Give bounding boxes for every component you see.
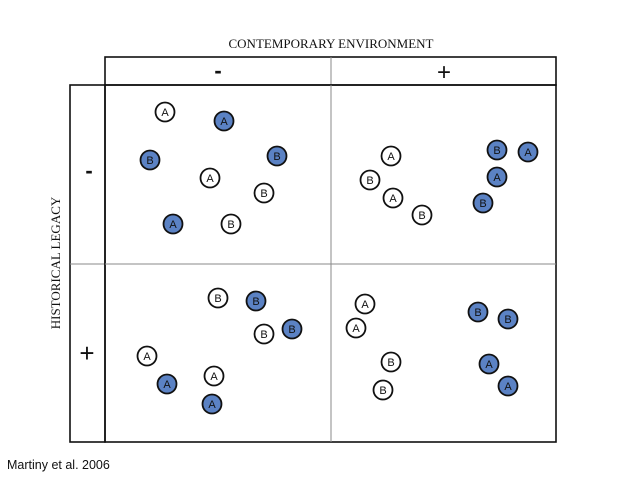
col-plus-symbol: + [437, 59, 451, 86]
circle-a-open: A [382, 187, 404, 209]
quadrant-top-left: A A B B A B A B [139, 101, 288, 235]
circle-a-filled: A [478, 353, 500, 375]
svg-text:B: B [273, 151, 280, 163]
svg-text:B: B [288, 324, 295, 336]
svg-text:A: A [524, 147, 532, 159]
quadrant-bottom-right: A A B B B B A A [345, 293, 519, 401]
row-plus-symbol: + [79, 338, 94, 368]
circle-b-filled: B [467, 301, 489, 323]
svg-text:A: A [169, 219, 177, 231]
svg-text:A: A [206, 173, 214, 185]
svg-text:A: A [210, 371, 218, 383]
circle-b-filled: B [281, 318, 303, 340]
svg-text:A: A [389, 193, 397, 205]
svg-text:A: A [208, 399, 216, 411]
svg-text:B: B [504, 314, 511, 326]
circle-a-open: A [354, 293, 376, 315]
circle-b-open: B [207, 287, 229, 309]
circle-a-open: A [380, 145, 402, 167]
circle-a-filled: A [156, 373, 178, 395]
circle-a-open: A [136, 345, 158, 367]
svg-text:A: A [504, 381, 512, 393]
circle-b-filled: B [497, 308, 519, 330]
circle-b-open: B [372, 379, 394, 401]
svg-text:B: B [379, 385, 386, 397]
circle-a-filled: A [162, 213, 184, 235]
row-minus-symbol: - [85, 158, 92, 183]
side-title: HISTORICAL LEGACY [48, 196, 63, 329]
circle-a-open: A [199, 167, 221, 189]
circle-a-filled: A [486, 166, 508, 188]
svg-text:A: A [161, 107, 169, 119]
header-title: CONTEMPORARY ENVIRONMENT [229, 36, 434, 51]
svg-text:B: B [260, 329, 267, 341]
circle-a-open: A [154, 101, 176, 123]
circle-b-open: B [411, 204, 433, 226]
svg-text:A: A [352, 323, 360, 335]
svg-text:B: B [260, 188, 267, 200]
circle-b-filled: B [472, 192, 494, 214]
circle-a-open: A [345, 317, 367, 339]
circle-b-open: B [220, 213, 242, 235]
circle-a-filled: A [497, 375, 519, 397]
svg-text:B: B [252, 296, 259, 308]
circle-b-open: B [359, 169, 381, 191]
svg-text:B: B [493, 145, 500, 157]
circle-a-open: A [203, 365, 225, 387]
citation-text: Martiny et al. 2006 [7, 458, 110, 472]
svg-text:B: B [227, 219, 234, 231]
svg-text:B: B [366, 175, 373, 187]
circle-b-filled: B [245, 290, 267, 312]
svg-text:B: B [387, 357, 394, 369]
circle-b-open: B [380, 351, 402, 373]
svg-text:A: A [220, 116, 228, 128]
circle-b-filled: B [486, 139, 508, 161]
circle-a-filled: A [201, 393, 223, 415]
quadrant-bottom-left: B B B B A A A A [136, 287, 303, 415]
svg-text:A: A [143, 351, 151, 363]
circle-a-filled: A [213, 110, 235, 132]
svg-text:B: B [474, 307, 481, 319]
circle-b-open: B [253, 323, 275, 345]
col-minus-symbol: - [214, 58, 221, 83]
circle-b-filled: B [266, 145, 288, 167]
circle-b-open: B [253, 182, 275, 204]
circle-b-filled: B [139, 149, 161, 171]
svg-text:A: A [361, 299, 369, 311]
quadrant-top-right: A B A B B A A B [359, 139, 539, 226]
svg-text:A: A [485, 359, 493, 371]
circle-a-filled: A [517, 141, 539, 163]
svg-text:B: B [418, 210, 425, 222]
svg-text:B: B [214, 293, 221, 305]
svg-text:B: B [146, 155, 153, 167]
svg-text:A: A [387, 151, 395, 163]
svg-text:B: B [479, 198, 486, 210]
svg-text:A: A [493, 172, 501, 184]
svg-text:A: A [163, 379, 171, 391]
